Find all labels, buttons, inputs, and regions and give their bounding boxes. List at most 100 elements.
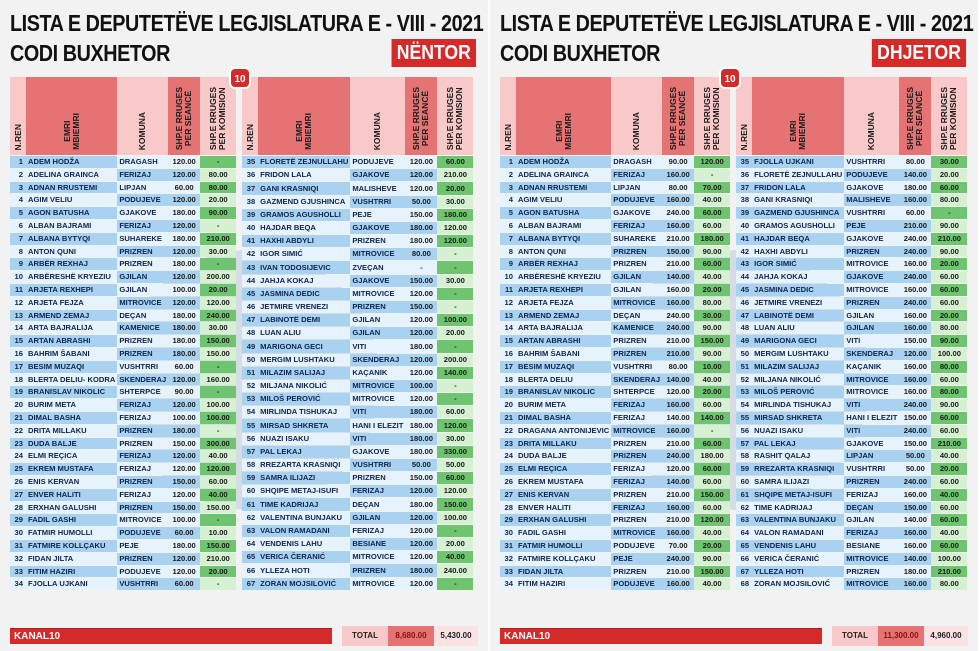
travel-session-amount: 160.00 — [662, 194, 695, 207]
travel-session-amount: 120.00 — [405, 327, 438, 340]
travel-commission-amount: 300.00 — [200, 437, 237, 450]
table-row: 54 MIRLINDA TISHUKAJ VITI 240.00 90.00 — [736, 399, 968, 411]
travel-session-amount: 90.00 — [662, 156, 695, 168]
row-number: 38 — [242, 195, 259, 208]
travel-session-amount: 120.00 — [662, 386, 695, 399]
travel-commission-amount: 40.00 — [694, 373, 731, 386]
deputy-name: AGON BATUSHA — [26, 207, 118, 219]
travel-session-amount: 150.00 — [899, 335, 932, 347]
header-komuna: KOMUNA — [350, 77, 406, 155]
deputy-name: AGIM VELIU — [516, 194, 612, 207]
row-number: 15 — [500, 335, 516, 347]
row-number: 18 — [500, 373, 516, 386]
deputy-name: GRAMOS AGUSHOLLI — [258, 208, 351, 221]
travel-commission-amount: 20.00 — [931, 463, 968, 475]
deputy-name: FLORETË ZEJNULLAHU — [258, 156, 351, 169]
municipality: GJAKOVE — [350, 274, 406, 287]
row-number: 5 — [500, 207, 516, 219]
municipality: VITI — [350, 432, 406, 445]
deputy-name: GRAMOS AGUSHOLLI — [752, 219, 845, 232]
travel-commission-amount: 60.00 — [437, 472, 474, 485]
row-number: 52 — [242, 379, 259, 393]
travel-session-amount: 180.00 — [168, 424, 201, 437]
deputy-name: FATMIRE KOLLÇAKU — [516, 552, 612, 565]
row-number: 30 — [10, 527, 26, 539]
row-number: 24 — [500, 450, 516, 463]
travel-commission-amount: - — [200, 424, 237, 437]
total-seance: 11,300.00 — [878, 626, 924, 646]
deputy-name: YLLEZA HOTI — [752, 565, 845, 578]
travel-session-amount: - — [405, 261, 438, 274]
municipality: BESIANE — [844, 539, 900, 552]
row-number: 6 — [500, 219, 516, 232]
table-row: 50 MERGIM LUSHTAKU SKENDERAJ 120.00 200.00 — [242, 353, 474, 366]
table-row: 63 VALON RAMADANI FERIZAJ 120.00- — [242, 524, 474, 537]
row-number: 41 — [242, 235, 259, 248]
row-number: 65 — [736, 539, 753, 552]
header-komision: SHP.E RRUGES PER KOMISION — [931, 77, 968, 155]
row-number: 54 — [242, 406, 259, 419]
travel-commission-amount: 140.00 — [694, 411, 731, 424]
row-number: 42 — [736, 245, 753, 258]
municipality: GJAKOVE — [350, 169, 406, 182]
municipality: SUHAREKE — [117, 232, 169, 245]
row-number: 22 — [500, 424, 516, 437]
deputy-name: MARIGONA GECI — [258, 340, 351, 353]
row-number: 16 — [10, 347, 26, 360]
total-seance: 8,680.00 — [388, 626, 434, 646]
travel-session-amount: 120.00 — [405, 156, 438, 169]
deputy-name: ARBËR REXHAJ — [26, 258, 118, 271]
row-number: 44 — [242, 274, 259, 287]
travel-session-amount: 180.00 — [405, 340, 438, 353]
deputy-name: LUAN ALIU — [258, 327, 351, 340]
travel-session-amount: 240.00 — [662, 207, 695, 219]
row-number: 58 — [242, 458, 259, 472]
travel-session-amount: 160.00 — [662, 578, 695, 591]
row-number: 35 — [242, 156, 259, 169]
travel-commission-amount: 80.00 — [931, 322, 968, 335]
deputy-name: LABINOTË DEMI — [752, 309, 845, 322]
travel-session-amount: 210.00 — [662, 514, 695, 527]
travel-commission-amount: - — [437, 524, 474, 537]
travel-commission-amount: - — [200, 386, 237, 399]
travel-commission-amount: 120.00 — [694, 156, 731, 168]
travel-commission-amount: 120.00 — [200, 296, 237, 309]
table-row: 62 TIME KADRIJAJ DEÇAN 150.00 60.00 — [736, 501, 968, 514]
municipality: PRIZREN — [611, 437, 663, 450]
deputy-name: ALBANA BYTYQI — [26, 232, 118, 245]
travel-session-amount: 180.00 — [168, 207, 201, 219]
municipality: FERIZAJ — [611, 219, 663, 232]
table-row: 6 ALBAN BAJRAMI FERIZAJ 160.00 60.00 — [500, 219, 731, 232]
municipality: GJAKOVE — [844, 232, 900, 245]
travel-commission-amount: 150.00 — [200, 539, 237, 552]
travel-session-amount: 150.00 — [662, 245, 695, 258]
municipality: HANI I ELEZIT — [844, 411, 900, 424]
travel-commission-amount: 30.00 — [437, 432, 474, 445]
travel-commission-amount: 30.00 — [437, 274, 474, 287]
travel-session-amount: 180.00 — [405, 498, 438, 511]
municipality: PRIZREN — [350, 300, 406, 314]
travel-session-amount: 160.00 — [899, 539, 932, 552]
travel-session-amount: 240.00 — [662, 552, 695, 565]
row-number: 33 — [500, 565, 516, 578]
row-number: 27 — [500, 488, 516, 501]
municipality: MALISHEVE — [350, 182, 406, 195]
table-row: 13 ARMEND ZEMAJ DEÇAN 180.00 240.00 — [10, 309, 237, 322]
table-row: 9 ARBËR REXHAJ PRIZREN 210.00 60.00 — [500, 258, 731, 271]
deputy-name: JAHJA KOKAJ — [258, 274, 351, 287]
table-row: 32 FIDAN JILTA PRIZREN 120.00 210.00 — [10, 552, 237, 565]
travel-session-amount: 100.00 — [168, 514, 201, 527]
table-row: 19 BRANISLAV NIKOLIC SHTERPCE 90.00- — [10, 386, 237, 399]
travel-commission-amount: 80.00 — [931, 386, 968, 399]
travel-session-amount: 120.00 — [405, 287, 438, 300]
travel-commission-amount: 150.00 — [694, 565, 731, 578]
travel-session-amount: 120.00 — [168, 488, 201, 501]
deputy-name: EKREM MUSTAFA — [516, 475, 612, 488]
deputy-name: MILOŠ PEROVIĆ — [258, 393, 351, 406]
travel-session-amount: 180.00 — [168, 347, 201, 360]
table-row: 31 FATMIR HUMOLLI PODUJEVE 70.00 20.00 — [500, 539, 731, 552]
row-number: 11 — [10, 283, 26, 296]
travel-session-amount: 150.00 — [168, 475, 201, 488]
deputy-name: MILJANA NIKOLIĆ — [258, 379, 351, 393]
